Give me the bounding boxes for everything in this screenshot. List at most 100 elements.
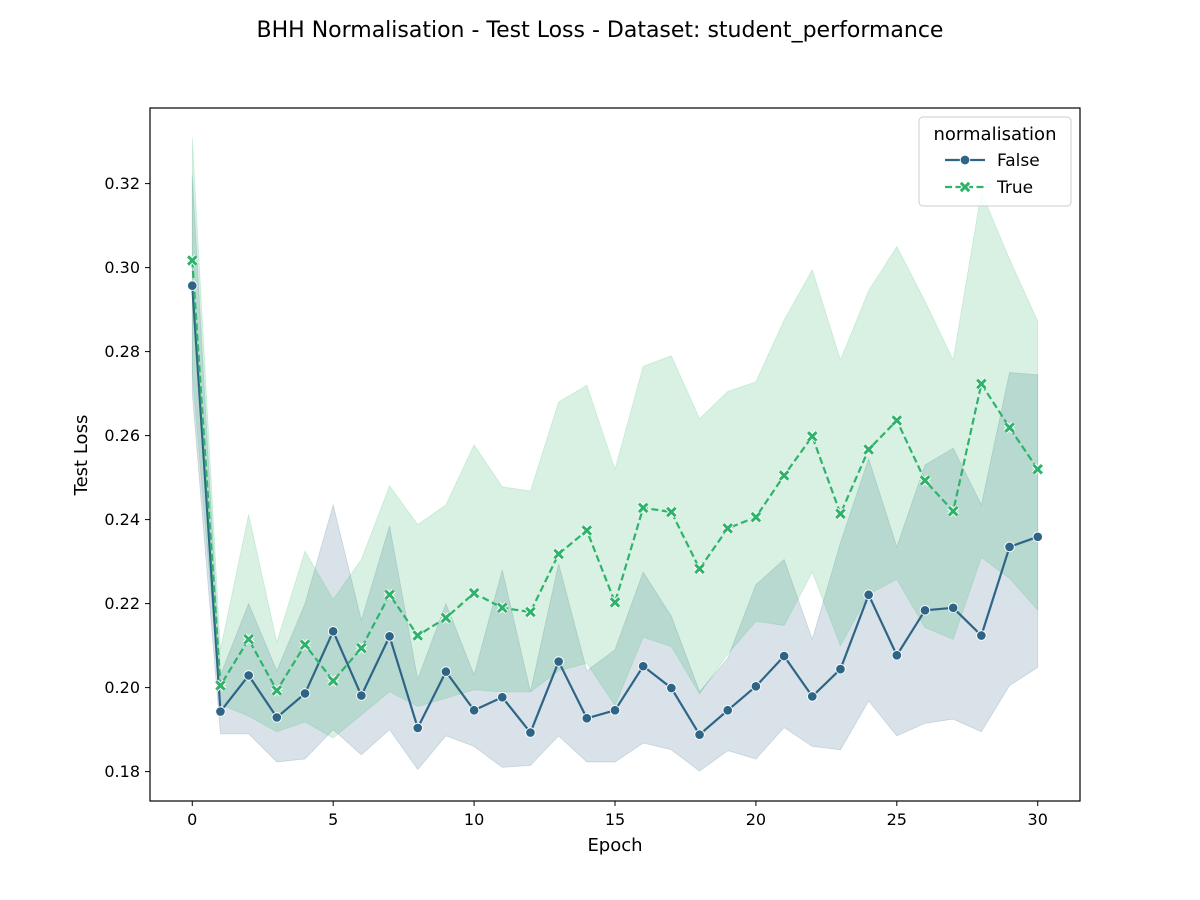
point-false-7 (384, 631, 395, 642)
point-false-0 (187, 280, 198, 291)
point-true-21-fill (778, 470, 790, 481)
x-tick-label-0: 0 (187, 810, 197, 829)
point-false-22 (807, 691, 818, 702)
x-tick-label-15: 15 (605, 810, 625, 829)
point-true-19 (721, 522, 734, 535)
point-false-26 (919, 605, 931, 616)
point-true-14 (580, 524, 593, 537)
point-false-29 (1004, 541, 1015, 553)
point-true-30-fill (1032, 463, 1043, 475)
point-true-7-fill (384, 589, 395, 601)
point-true-6 (355, 642, 368, 655)
point-true-10 (468, 587, 481, 600)
legend-marker-symbol-false (959, 154, 971, 166)
legend-marker-true (959, 181, 971, 193)
x-tick-label-25: 25 (887, 810, 907, 829)
point-true-4 (299, 638, 311, 651)
point-true-17-fill (666, 506, 677, 518)
point-true-17 (665, 506, 678, 519)
point-true-24 (862, 443, 875, 456)
point-false-9 (440, 666, 452, 677)
point-true-22 (806, 430, 819, 443)
point-true-7 (383, 588, 396, 601)
point-true-15-fill (609, 597, 621, 608)
point-true-26 (919, 474, 931, 487)
point-true-28 (975, 377, 988, 390)
point-false-12 (525, 727, 536, 738)
point-true-11-fill (497, 602, 508, 614)
point-true-1 (214, 679, 227, 692)
point-true-15 (609, 596, 621, 609)
point-false-3 (271, 712, 283, 723)
point-false-21 (778, 650, 790, 662)
point-true-26-fill (919, 475, 931, 486)
point-false-6 (356, 690, 367, 701)
point-true-18 (693, 562, 706, 575)
point-false-19 (722, 705, 733, 716)
point-true-22-fill (807, 431, 818, 442)
point-true-30 (1031, 463, 1044, 476)
point-true-14-fill (581, 525, 593, 536)
point-true-18-fill (694, 563, 705, 575)
point-false-13 (553, 656, 564, 667)
legend: normalisation False True (918, 116, 1072, 207)
x-axis-label: Epoch (587, 835, 642, 856)
point-true-24-fill (863, 444, 874, 455)
point-true-2-fill (243, 634, 254, 645)
legend-marker-symbol-true-fill (959, 181, 971, 193)
point-false-8 (412, 722, 423, 734)
point-true-11 (496, 601, 509, 614)
point-true-8 (411, 629, 424, 642)
point-false-28 (976, 630, 987, 641)
point-true-23-fill (835, 508, 846, 519)
point-true-19-fill (722, 523, 733, 534)
point-false-23 (835, 663, 846, 675)
point-true-21 (778, 469, 791, 482)
point-false-14 (581, 713, 593, 724)
point-false-24 (863, 589, 874, 601)
point-false-18 (694, 729, 705, 740)
x-tick-label-30: 30 (1028, 810, 1048, 829)
point-true-16 (637, 501, 650, 514)
chart-title: BHH Normalisation - Test Loss - Dataset:… (257, 18, 944, 43)
point-true-9-fill (440, 612, 452, 624)
point-true-0-fill (187, 255, 198, 266)
point-false-11 (497, 692, 508, 703)
point-false-16 (637, 660, 649, 672)
legend-box (918, 116, 1072, 207)
point-true-3 (270, 684, 283, 697)
legend-label-true: True (996, 178, 1033, 198)
legend-label-false: False (997, 151, 1040, 171)
point-false-1 (215, 706, 226, 717)
point-false-2 (243, 670, 254, 681)
x-tick-label-10: 10 (464, 810, 484, 829)
point-true-20 (749, 511, 762, 524)
point-false-20 (750, 681, 762, 692)
point-true-5 (327, 674, 340, 687)
band-false (191, 175, 1039, 772)
y-tick-label-2: 0.22 (104, 594, 140, 613)
point-true-28-fill (976, 378, 987, 390)
point-false-17 (666, 682, 677, 694)
y-axis-ticks: 0.18 0.20 0.22 0.24 0.26 0.28 0.30 0.32 (104, 174, 150, 781)
point-true-13-fill (553, 548, 564, 560)
point-true-25 (890, 414, 903, 427)
point-true-27-fill (947, 505, 959, 517)
point-true-9 (439, 611, 452, 624)
point-true-13 (552, 548, 565, 561)
series-markers (186, 254, 1044, 740)
point-true-12-fill (525, 606, 536, 618)
legend-marker-false (959, 154, 971, 166)
point-true-1-fill (215, 680, 226, 691)
y-tick-label-0: 0.18 (104, 762, 140, 781)
point-true-25-fill (891, 415, 903, 426)
point-false-15 (609, 705, 621, 716)
point-true-2 (242, 633, 255, 646)
point-true-29-fill (1004, 422, 1015, 433)
point-true-8-fill (412, 630, 423, 641)
y-tick-label-3: 0.24 (104, 510, 140, 529)
point-false-4 (299, 688, 311, 699)
point-true-29 (1003, 421, 1016, 434)
y-axis-label: Test Loss (71, 415, 92, 497)
